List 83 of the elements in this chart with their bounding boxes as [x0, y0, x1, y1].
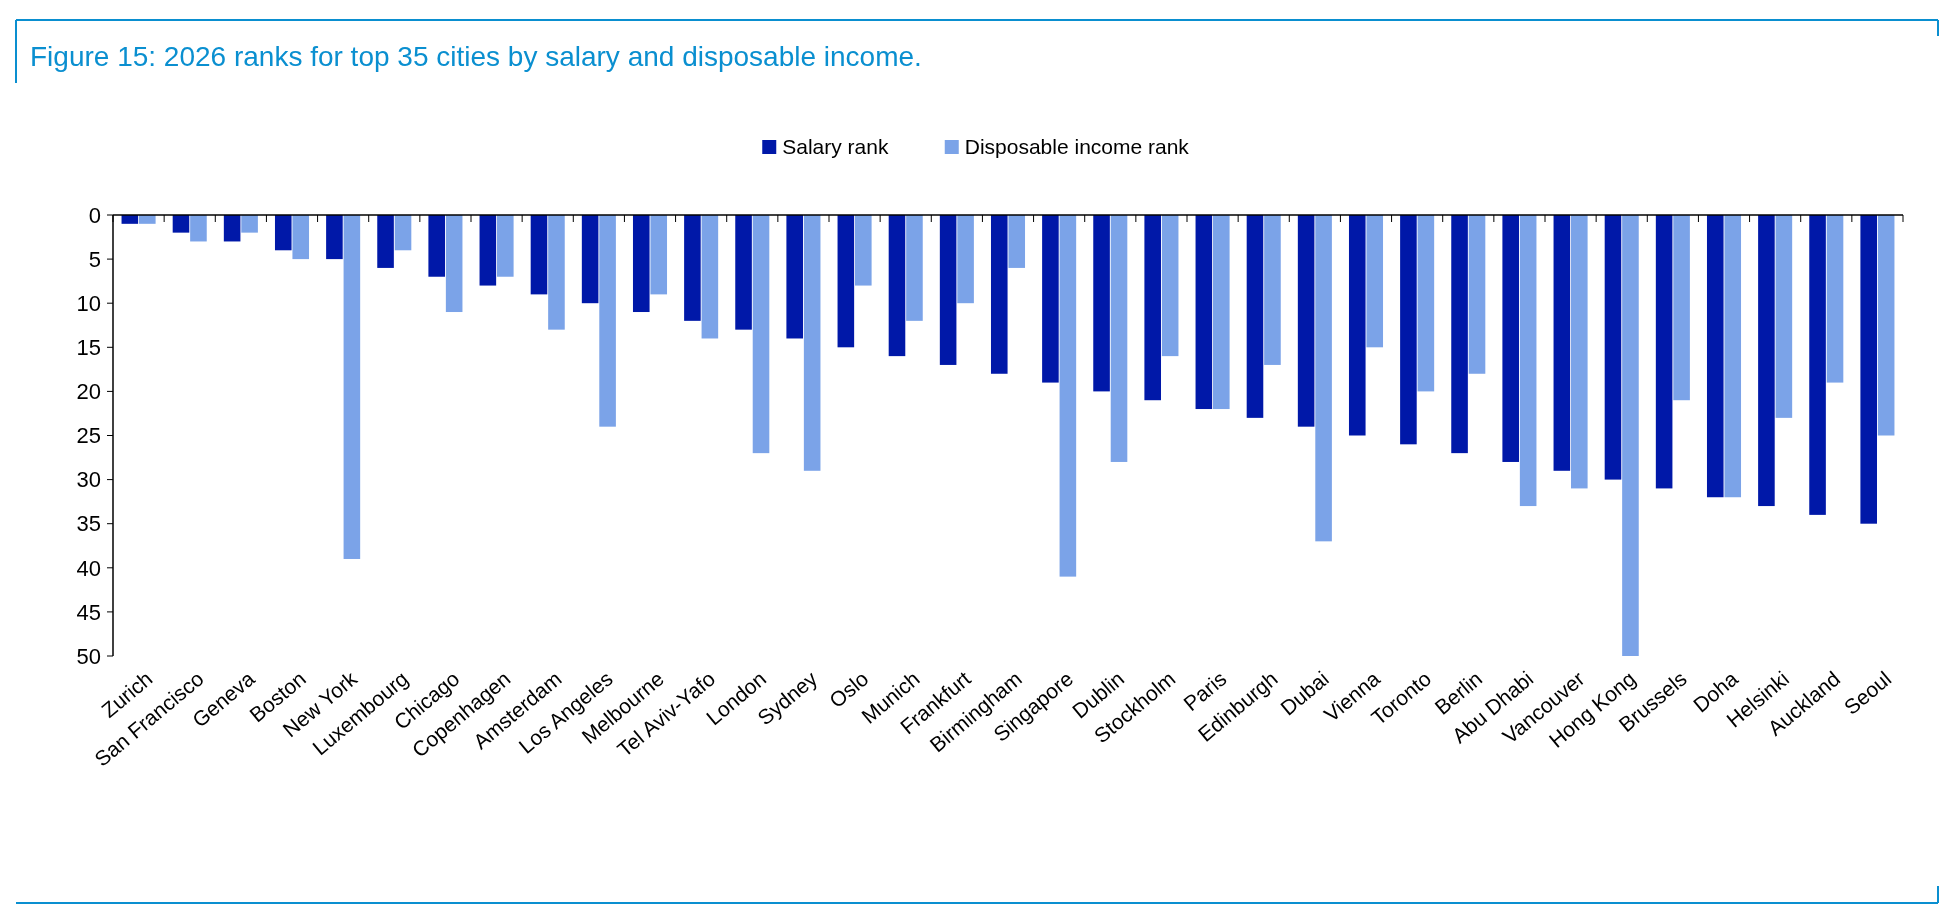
chart-title: Figure 15: 2026 ranks for top 35 cities by salary and disposable income. [30, 41, 922, 72]
bar [1673, 215, 1690, 401]
bar [1246, 215, 1264, 418]
bar [274, 215, 292, 251]
bar [1195, 215, 1213, 410]
y-tick-label: 10 [76, 290, 101, 316]
y-tick-label: 40 [76, 555, 101, 581]
bar [1655, 215, 1673, 489]
bar [1622, 215, 1639, 656]
bar [1706, 215, 1724, 498]
bar [343, 215, 361, 559]
bar [497, 215, 514, 277]
bar [1553, 215, 1571, 471]
bar [1400, 215, 1417, 445]
bar [377, 215, 394, 268]
bar [1366, 215, 1384, 348]
y-tick-label: 5 [88, 246, 101, 272]
bar [139, 215, 156, 224]
bar [1417, 215, 1435, 392]
bar [957, 215, 974, 304]
bar [735, 215, 752, 330]
bar [548, 215, 565, 330]
bar [1809, 215, 1826, 515]
bar [190, 215, 207, 242]
y-tick-label: 0 [88, 202, 101, 228]
bar [1860, 215, 1877, 524]
bar [1144, 215, 1161, 401]
bar [1348, 215, 1366, 436]
bar [1315, 215, 1332, 542]
bar [428, 215, 445, 277]
bar [684, 215, 701, 321]
bar [599, 215, 616, 427]
bar [855, 215, 872, 286]
bar [990, 215, 1008, 374]
bar [650, 215, 668, 295]
bar [837, 215, 855, 348]
bar [888, 215, 906, 357]
y-tick-label: 15 [76, 335, 101, 360]
bar [1008, 215, 1026, 268]
bar [1724, 215, 1742, 498]
bar [1758, 215, 1775, 507]
bar [479, 215, 497, 286]
bar [1604, 215, 1622, 480]
bar [906, 215, 923, 321]
legend-label: Disposable income rank [964, 135, 1190, 158]
bar [803, 215, 821, 471]
bar [581, 215, 599, 304]
bar [1502, 215, 1519, 462]
bar [1468, 215, 1486, 374]
y-tick-label: 50 [76, 643, 101, 669]
bar [1213, 215, 1230, 410]
bar [1093, 215, 1110, 392]
bar [1775, 215, 1793, 418]
bar [632, 215, 650, 313]
y-tick-label: 35 [76, 511, 101, 537]
y-tick-label: 20 [76, 379, 101, 405]
bar [1161, 215, 1179, 357]
bar [172, 215, 190, 233]
bar [326, 215, 343, 260]
bar [939, 215, 957, 365]
bar [1826, 215, 1844, 383]
bar [1451, 215, 1468, 454]
bar [1519, 215, 1537, 507]
bar [1042, 215, 1059, 383]
bar [1571, 215, 1588, 489]
bar [1877, 215, 1895, 436]
y-tick-label: 30 [76, 467, 101, 493]
bar [292, 215, 310, 260]
bar [223, 215, 241, 242]
bar [752, 215, 770, 454]
bar [701, 215, 719, 339]
bar [241, 215, 258, 233]
legend-label: Salary rank [782, 135, 889, 158]
bar [530, 215, 548, 295]
bar [445, 215, 463, 313]
bar [786, 215, 803, 339]
y-tick-label: 25 [76, 423, 101, 449]
bar [1110, 215, 1128, 462]
bar [1059, 215, 1077, 577]
y-tick-label: 45 [76, 599, 101, 625]
bar [1297, 215, 1315, 427]
bar [1264, 215, 1281, 365]
bar [394, 215, 412, 251]
